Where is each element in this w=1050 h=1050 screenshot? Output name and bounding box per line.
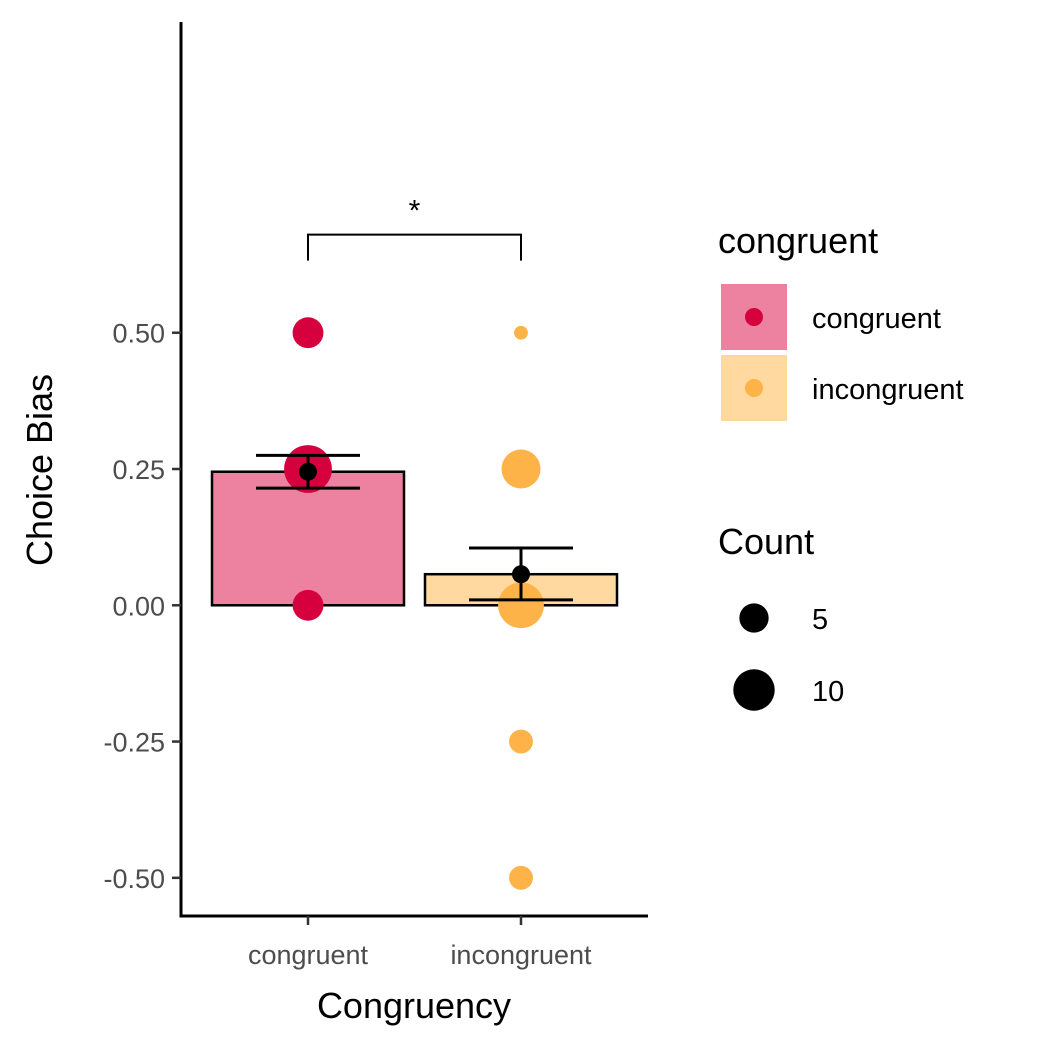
data-point-congruent-0 [292, 317, 324, 349]
bar-congruent [210, 470, 406, 607]
legend-label-congruent: congruent [812, 303, 941, 335]
significance-bracket [307, 233, 522, 261]
y-tick-label-1: -0.25 [103, 728, 165, 758]
mean-point-incongruent [512, 565, 530, 584]
legend-size-label-10: 10 [812, 676, 844, 708]
legend-size-key-10 [733, 669, 775, 711]
mean-point-congruent [299, 462, 317, 481]
x-tick-label-congruent: congruent [248, 940, 369, 970]
legend-size-key-5 [739, 603, 769, 633]
legend-key-point-congruent [745, 308, 763, 326]
legend-size-label-5: 5 [812, 604, 828, 636]
axes: -0.50 -0.25 0.00 0.25 0.50 congruent incongrue… [103, 22, 648, 970]
legend-label-incongruent: incongruent [812, 374, 964, 406]
data-point-incongruent-6 [509, 729, 533, 754]
y-axis-title: Choice Bias [19, 374, 60, 566]
legend-key-point-incongruent [745, 379, 763, 397]
y-tick-label-2: 0.00 [112, 591, 165, 621]
significance-label: * [409, 195, 421, 228]
y-tick-label-0: -0.50 [103, 864, 165, 894]
plot-area: * [210, 195, 619, 890]
data-point-incongruent-4 [501, 449, 541, 489]
x-axis-title: Congruency [317, 985, 511, 1026]
data-point-congruent-2 [292, 589, 324, 621]
y-tick-label-4: 0.50 [112, 319, 165, 349]
data-point-incongruent-3 [514, 325, 528, 340]
legend-fill-title: congruent [718, 220, 878, 261]
data-point-incongruent-7 [509, 865, 533, 890]
y-tick-label-3: 0.25 [112, 455, 165, 485]
legend-size-title: Count [718, 521, 814, 562]
data-point-incongruent-5 [498, 582, 544, 629]
x-tick-label-incongruent: incongruent [450, 940, 592, 970]
legend: congruent Count congruent incongruent 5 10 [718, 220, 964, 711]
